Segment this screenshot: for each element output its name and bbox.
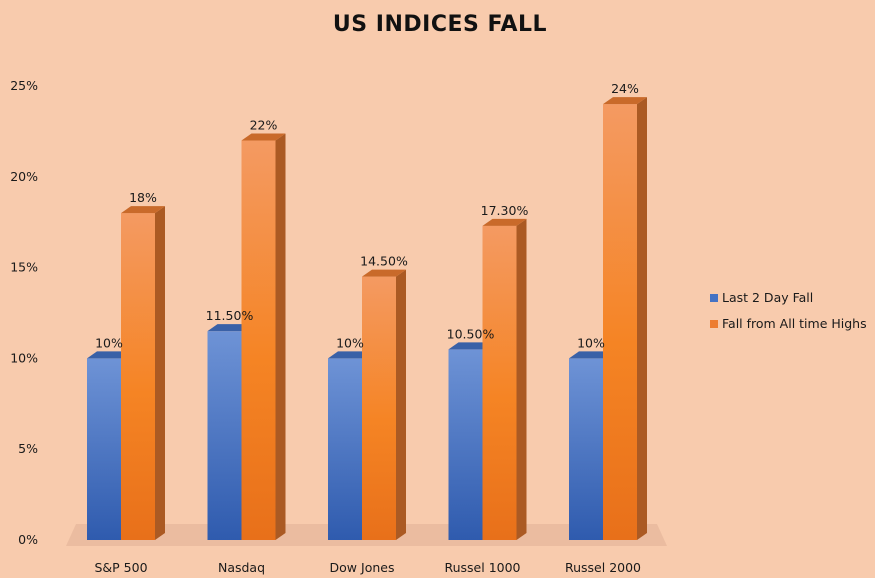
x-tick-label: Russel 2000 xyxy=(565,560,641,575)
legend-swatch xyxy=(710,320,718,328)
data-label: 24% xyxy=(611,81,639,96)
x-tick-label: S&P 500 xyxy=(94,560,147,575)
bar-top xyxy=(448,342,493,350)
bar-side xyxy=(396,269,406,540)
data-label: 14.50% xyxy=(360,254,408,269)
bar-top xyxy=(87,351,131,359)
y-tick-label: 15% xyxy=(10,260,38,275)
bar xyxy=(362,276,396,540)
legend-swatch xyxy=(710,294,718,302)
bar-top xyxy=(603,97,647,105)
bar-top xyxy=(569,351,613,359)
bar xyxy=(482,225,517,540)
data-label: 22% xyxy=(250,117,278,132)
bar xyxy=(603,104,637,540)
legend-label: Last 2 Day Fall xyxy=(722,290,813,305)
bar xyxy=(328,358,362,540)
data-label: 17.30% xyxy=(481,203,529,218)
bar-side xyxy=(275,133,286,541)
bar xyxy=(121,213,155,540)
y-tick-label: 20% xyxy=(10,169,38,184)
bar xyxy=(448,349,483,540)
chart-title: US INDICES FALL xyxy=(332,12,548,37)
bar xyxy=(207,331,242,540)
bar-side xyxy=(637,97,647,540)
x-tick-label: Nasdaq xyxy=(218,560,265,575)
bar-top xyxy=(328,351,372,359)
bar xyxy=(241,140,276,541)
y-tick-label: 5% xyxy=(18,441,38,456)
data-label: 10% xyxy=(95,335,123,350)
bar xyxy=(87,358,121,540)
data-label: 10% xyxy=(336,335,364,350)
bar-top xyxy=(241,133,286,141)
data-label: 11.50% xyxy=(206,308,254,323)
bar-top xyxy=(482,218,527,226)
bar-top xyxy=(121,206,165,214)
data-label: 10.50% xyxy=(447,326,495,341)
y-tick-label: 10% xyxy=(10,350,38,365)
bar-side xyxy=(155,206,165,540)
bar xyxy=(569,358,603,540)
bar-top xyxy=(207,324,252,332)
y-tick-label: 25% xyxy=(10,78,38,93)
y-tick-label: 0% xyxy=(18,532,38,547)
data-label: 18% xyxy=(129,190,157,205)
bar-top xyxy=(362,269,406,277)
x-tick-label: Russel 1000 xyxy=(444,560,520,575)
data-label: 10% xyxy=(577,335,605,350)
bar-side xyxy=(516,218,527,540)
x-tick-label: Dow Jones xyxy=(330,560,395,575)
legend-label: Fall from All time Highs xyxy=(722,316,867,331)
